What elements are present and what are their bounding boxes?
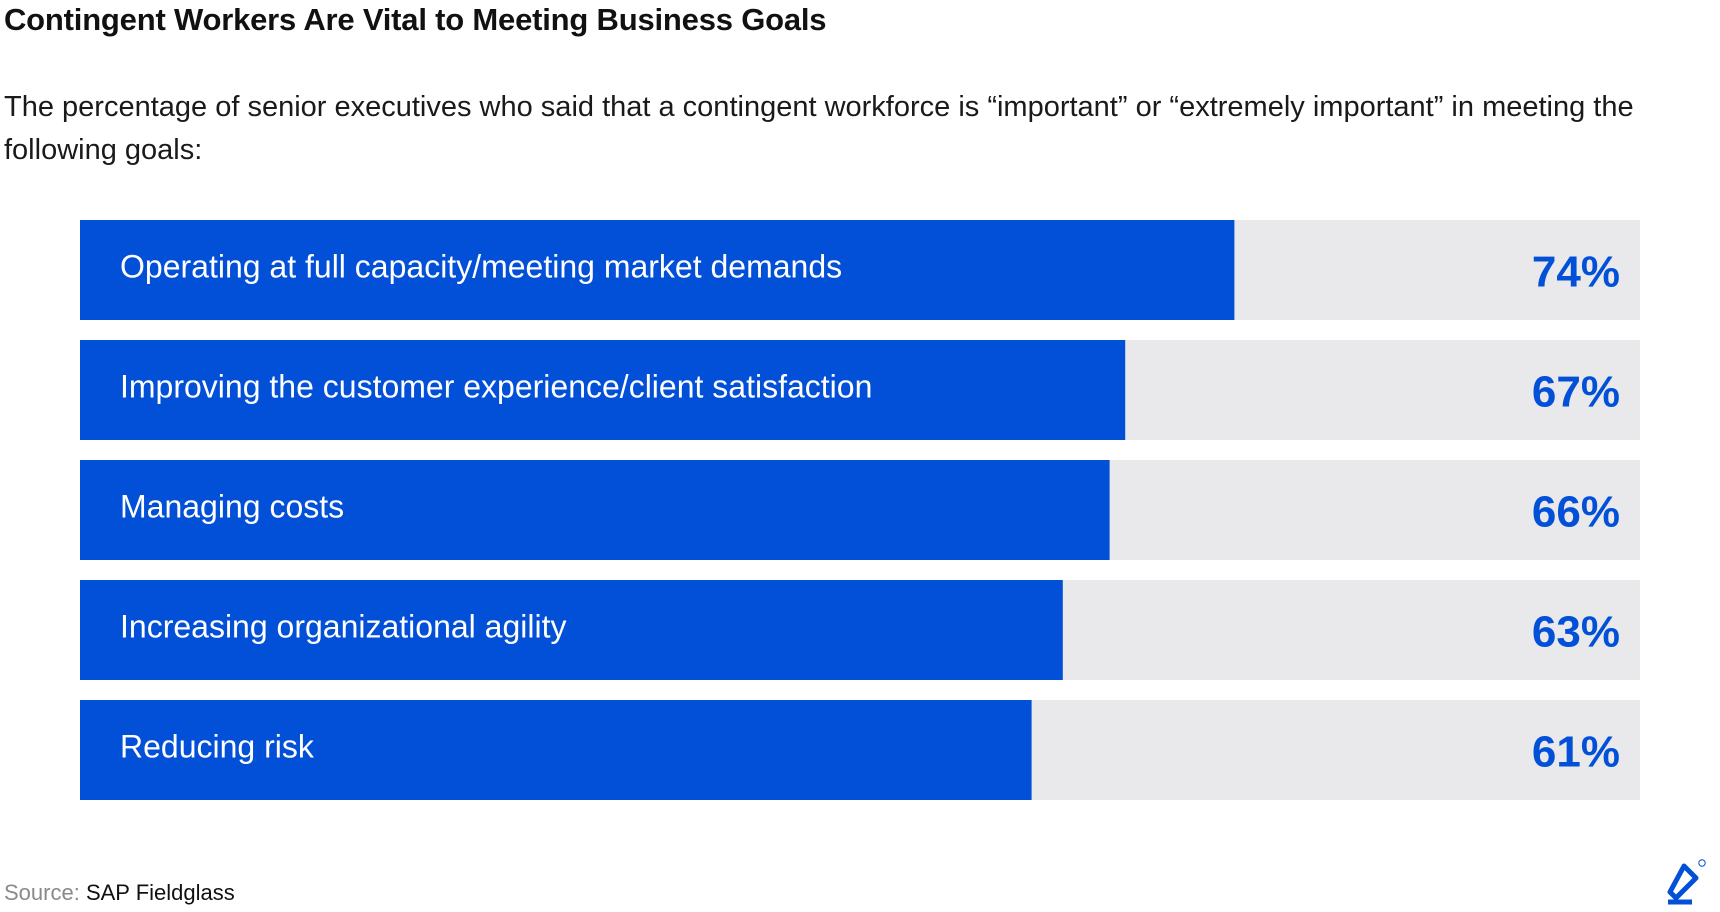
- bar: [80, 340, 1126, 440]
- bar: [80, 220, 1235, 320]
- bar-value-label: 66%: [1532, 488, 1620, 537]
- bar-category-label: Reducing risk: [120, 728, 315, 764]
- source-label: Source:: [4, 880, 80, 905]
- bar-category-label: Increasing organizational agility: [120, 608, 566, 644]
- toptal-logo-icon: [1667, 859, 1706, 905]
- bar-value-label: 74%: [1532, 248, 1620, 297]
- source-name: SAP Fieldglass: [85, 880, 235, 905]
- bar: [80, 700, 1032, 800]
- chart-title: Contingent Workers Are Vital to Meeting …: [4, 2, 827, 37]
- bar: [80, 580, 1063, 680]
- bar-value-label: 67%: [1532, 368, 1620, 417]
- bar-value-label: 61%: [1532, 728, 1620, 777]
- bar-category-label: Operating at full capacity/meeting marke…: [120, 248, 842, 284]
- bar-category-label: Managing costs: [120, 488, 344, 524]
- bar-value-label: 63%: [1532, 608, 1620, 657]
- bar-category-label: Improving the customer experience/client…: [120, 368, 872, 404]
- chart-subtitle: The percentage of senior executives who …: [4, 91, 1634, 166]
- bar-chart: Operating at full capacity/meeting marke…: [80, 220, 1640, 800]
- bar: [80, 460, 1110, 560]
- source-note: Source: SAP Fieldglass: [4, 880, 235, 906]
